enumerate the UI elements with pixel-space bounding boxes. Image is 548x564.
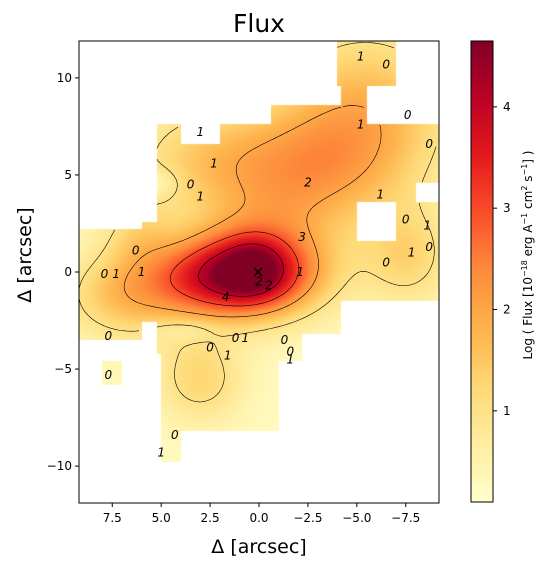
- contour-label: 1: [376, 187, 384, 201]
- x-tick-label: −5.0: [342, 511, 371, 525]
- y-tick-label: 10: [57, 71, 72, 85]
- contour-label: 1: [423, 218, 431, 232]
- contour-label: 0: [105, 368, 113, 382]
- contour-label: 2: [265, 279, 273, 293]
- contour-label: 1: [286, 352, 294, 366]
- x-tick-label: −2.5: [293, 511, 322, 525]
- contour-label: 0: [402, 213, 410, 227]
- contour-label: 0: [425, 240, 433, 254]
- x-tick-label: 0.0: [249, 511, 268, 525]
- contour-level-4: [198, 243, 284, 297]
- colorbar: 1 2 3 4 Log ( Flux [10−18 erg A−1 cm2 s−1] …: [470, 40, 535, 503]
- contour-label: 0: [286, 345, 294, 359]
- colorbar-tick-label: 3: [503, 201, 511, 215]
- contour-label: 4: [222, 290, 230, 304]
- contour-label: 1: [196, 125, 204, 139]
- contour-label: 0: [105, 329, 113, 343]
- contour-label: 0: [171, 428, 179, 442]
- contour-label: 1: [196, 189, 204, 203]
- y-tick-label: 5: [64, 168, 72, 182]
- contour-level-3: [169, 231, 299, 307]
- contour-label: 1: [112, 267, 120, 281]
- contour-label: 1: [357, 50, 365, 64]
- colorbar-tick-label: 1: [503, 404, 511, 418]
- contour-label: 0: [281, 333, 289, 347]
- y-tick-label: 0: [64, 265, 72, 279]
- contour-label: 1: [224, 348, 232, 362]
- x-tick-label: 7.5: [103, 511, 122, 525]
- contour-label: 0: [425, 137, 433, 151]
- contour-label: 0: [132, 244, 140, 258]
- contour-label: 0: [187, 178, 195, 192]
- contour-level-2: [123, 105, 382, 318]
- x-tick-label: −7.5: [391, 511, 420, 525]
- contour-label: 0: [382, 57, 390, 71]
- center-marker: ×: [251, 262, 264, 281]
- colorbar-tick-label: 2: [503, 302, 511, 316]
- contour-label: 2: [304, 176, 312, 190]
- colorbar-gradient: [470, 40, 494, 503]
- contour-label: 0: [404, 108, 412, 122]
- contour-label: 3: [298, 230, 306, 244]
- x-tick-label: 2.5: [201, 511, 220, 525]
- x-tick-label: 5.0: [152, 511, 171, 525]
- contour-label: 1: [241, 331, 249, 345]
- y-axis: 10 5 0 −5 −10: [47, 71, 79, 473]
- contour-label: 1: [408, 246, 416, 260]
- contour-label: 1: [157, 446, 165, 460]
- colorbar-label: Log ( Flux [10−18 erg A−1 cm2 s−1] ): [520, 151, 535, 360]
- contour-label: 1: [296, 265, 304, 279]
- contour-label: 0: [382, 255, 390, 269]
- contour-label: 1: [210, 156, 218, 170]
- x-axis-label: Δ [arcsec]: [211, 536, 306, 558]
- contour-label: 1: [138, 265, 146, 279]
- contour-label: 2: [255, 275, 263, 289]
- contour-lines: [79, 42, 437, 403]
- contour-label: 0: [206, 341, 214, 355]
- contour-label: 0: [101, 267, 109, 281]
- contour-label: 1: [357, 117, 365, 131]
- y-axis-label: Δ [arcsec]: [14, 207, 36, 302]
- contour-label: 0: [232, 331, 240, 345]
- y-tick-label: −5: [54, 362, 72, 376]
- x-axis: 7.5 5.0 2.5 0.0 −2.5 −5.0 −7.5: [103, 503, 420, 525]
- colorbar-ticks: 1 2 3 4: [493, 100, 511, 418]
- heatmap-image: [79, 41, 439, 503]
- colorbar-tick-label: 4: [503, 100, 511, 114]
- chart-title: Flux: [233, 9, 285, 38]
- contour-level-1: [79, 42, 437, 403]
- y-tick-label: −10: [47, 459, 72, 473]
